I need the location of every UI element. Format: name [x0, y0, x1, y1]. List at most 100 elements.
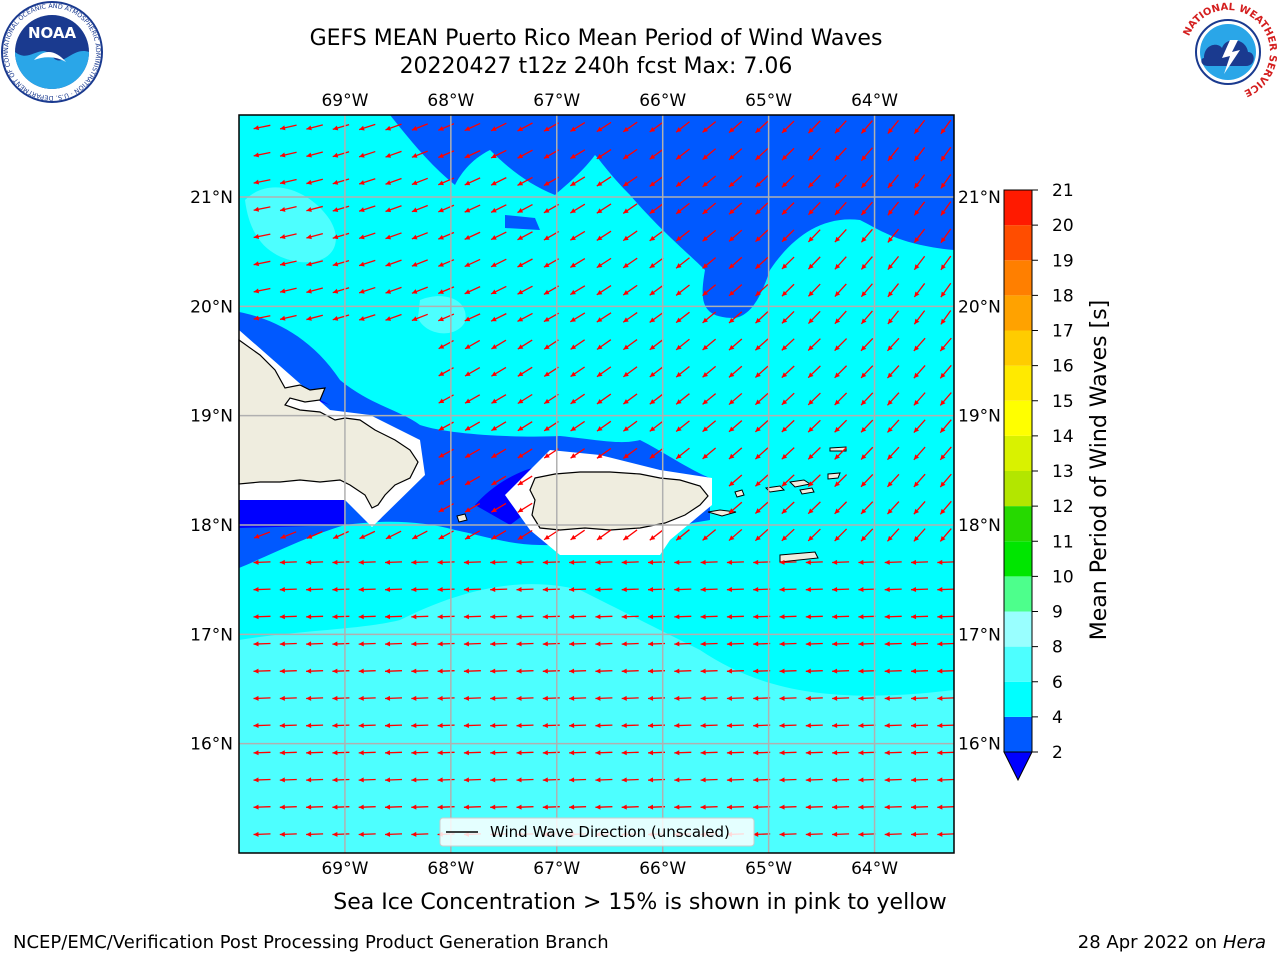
- wind-arrow-icon: [781, 392, 795, 406]
- wind-arrow-icon: [570, 366, 585, 378]
- wind-arrow-icon: [569, 777, 587, 783]
- wind-arrow-icon: [832, 831, 850, 837]
- wind-arrow-icon: [834, 120, 847, 134]
- wind-arrow-icon: [805, 804, 823, 810]
- wind-arrow-icon: [728, 120, 743, 134]
- wind-arrow-icon: [595, 587, 613, 593]
- wind-arrow-icon: [753, 614, 771, 620]
- wind-arrow-icon: [491, 421, 507, 432]
- wind-arrow-icon: [834, 147, 847, 161]
- wind-arrow-icon: [910, 587, 929, 593]
- wind-arrow-icon: [385, 205, 402, 213]
- wind-arrow-icon: [464, 204, 481, 213]
- ocean-period-6-8-region: [418, 296, 466, 334]
- wind-arrow-icon: [700, 641, 718, 647]
- wind-arrow-icon: [805, 831, 823, 837]
- wind-arrow-icon: [886, 501, 900, 515]
- wind-arrow-icon: [834, 501, 848, 515]
- wind-arrow-icon: [940, 228, 952, 244]
- wind-arrow-icon: [517, 149, 533, 159]
- wind-arrow-icon: [858, 587, 876, 593]
- wind-arrow-icon: [490, 614, 508, 620]
- wind-arrow-icon: [253, 124, 271, 131]
- lon-label-bottom: 65°W: [745, 859, 792, 879]
- wind-arrow-icon: [358, 178, 376, 185]
- wind-arrow-icon: [358, 587, 376, 593]
- wind-arrow-icon: [384, 831, 403, 837]
- wind-arrow-icon: [834, 338, 848, 352]
- wind-arrow-icon: [887, 147, 900, 162]
- ocean-period-under-region: [239, 500, 345, 528]
- wind-arrow-icon: [886, 446, 900, 461]
- wind-arrow-icon: [596, 285, 612, 296]
- wind-arrow-icon: [570, 285, 586, 296]
- wind-arrow-icon: [834, 392, 848, 406]
- wind-arrow-icon: [490, 750, 508, 756]
- wind-arrow-icon: [649, 203, 664, 215]
- colorbar-segment: [1004, 506, 1032, 542]
- wind-arrow-icon: [781, 528, 795, 542]
- wind-arrow-icon: [675, 121, 690, 133]
- wind-arrow-icon: [279, 668, 297, 674]
- wind-arrow-icon: [753, 723, 771, 729]
- wind-arrow-icon: [332, 777, 350, 783]
- wind-arrow-icon: [595, 750, 613, 756]
- latitude-labels-left: 21°N 20°N 19°N 18°N 17°N 16°N: [190, 188, 233, 755]
- wind-arrow-icon: [858, 723, 876, 729]
- wind-arrow-icon: [781, 174, 795, 188]
- wind-arrow-icon: [569, 804, 587, 810]
- wind-arrow-icon: [622, 339, 638, 351]
- wind-arrow-icon: [884, 723, 902, 729]
- lat-label-left: 21°N: [190, 188, 233, 208]
- wind-arrow-icon: [253, 831, 271, 837]
- wind-arrow-icon: [860, 419, 874, 433]
- colorbar-tick-label: 16: [1052, 357, 1074, 377]
- wind-arrow-icon: [754, 365, 769, 378]
- wind-arrow-icon: [675, 148, 690, 160]
- wind-arrow-icon: [490, 177, 507, 186]
- wind-arrow-icon: [728, 229, 743, 242]
- wind-arrow-icon: [253, 587, 271, 593]
- wind-arrow-icon: [517, 285, 533, 295]
- wind-arrow-icon: [490, 204, 507, 213]
- wind-arrow-icon: [779, 559, 797, 565]
- wind-arrow-icon: [490, 777, 508, 783]
- wind-arrow-icon: [649, 121, 664, 133]
- wind-arrow-icon: [621, 695, 639, 701]
- wind-arrow-icon: [464, 122, 481, 132]
- wind-arrow-icon: [516, 695, 534, 701]
- wind-arrow-icon: [332, 587, 350, 593]
- wind-arrow-icon: [384, 559, 403, 565]
- wind-arrow-icon: [332, 287, 350, 294]
- wind-arrow-icon: [834, 446, 848, 460]
- wind-arrow-icon: [464, 286, 481, 295]
- wind-arrow-icon: [385, 313, 402, 321]
- colorbar-tick-label: 9: [1052, 603, 1063, 623]
- wind-arrow-icon: [464, 530, 481, 540]
- wind-arrow-icon: [753, 695, 771, 701]
- wind-arrow-icon: [253, 614, 271, 620]
- wind-arrow-icon: [253, 668, 271, 674]
- wind-arrow-icon: [807, 229, 821, 243]
- wind-arrow-icon: [595, 641, 613, 647]
- wind-arrow-icon: [411, 286, 428, 294]
- wind-arrow-icon: [516, 804, 534, 810]
- wind-arrow-icon: [754, 501, 769, 514]
- wind-arrow-icon: [384, 804, 403, 810]
- wind-arrow-icon: [279, 287, 297, 294]
- wind-arrow-icon: [913, 364, 926, 379]
- wind-arrow-icon: [675, 230, 690, 242]
- lat-label-left: 16°N: [190, 735, 233, 755]
- wind-arrow-icon: [834, 283, 847, 297]
- wind-arrow-icon: [280, 531, 297, 539]
- wind-arrow-icon: [834, 229, 847, 243]
- wind-arrow-icon: [807, 474, 821, 487]
- chart-subtitle: 20220427 t12z 240h fcst Max: 7.06: [399, 54, 793, 79]
- lat-label-right: 16°N: [958, 735, 1001, 755]
- wind-arrow-icon: [490, 231, 507, 241]
- map-legend: Wind Wave Direction (unscaled): [439, 817, 755, 847]
- wind-arrow-icon: [279, 777, 297, 783]
- wind-arrow-icon: [726, 614, 744, 620]
- wind-arrow-icon: [463, 614, 481, 620]
- wind-arrow-icon: [910, 831, 929, 837]
